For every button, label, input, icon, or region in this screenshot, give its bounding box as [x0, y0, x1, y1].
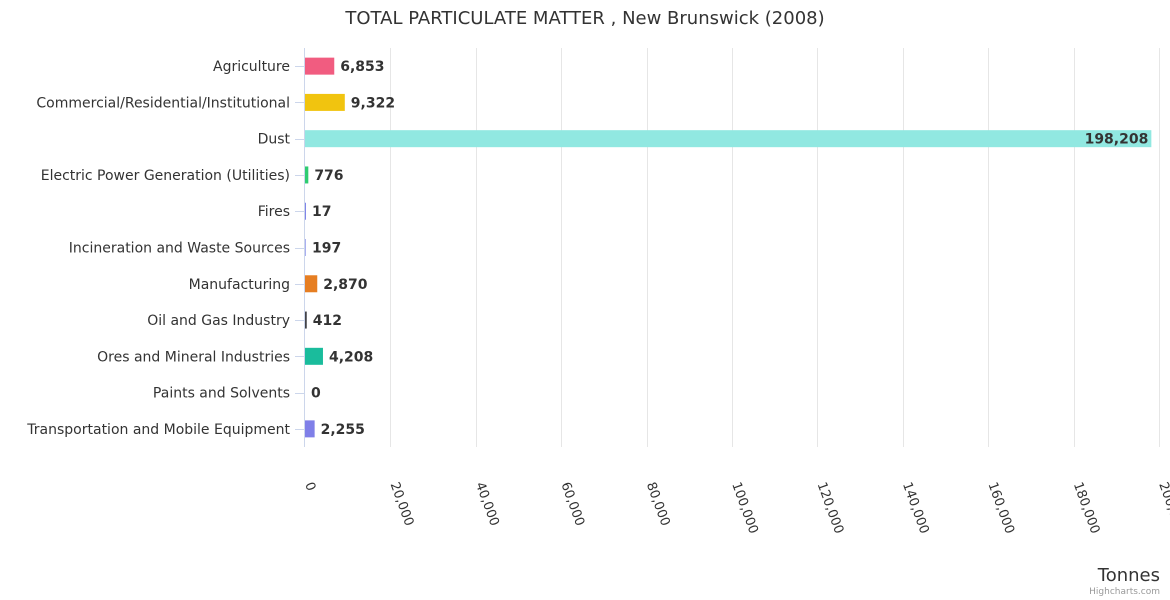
- x-tick-label: 60,000: [557, 480, 587, 528]
- bar[interactable]: [305, 130, 1152, 148]
- x-tick-label: 160,000: [984, 480, 1016, 536]
- data-labels: 6,853 9,322 198,208 776 17 197 2,870 412 4,208 0 2…: [311, 59, 1148, 438]
- category-label: Transportation and Mobile Equipment: [26, 422, 290, 438]
- data-label: 4,208: [329, 349, 373, 365]
- data-label: 17: [312, 204, 331, 220]
- x-axis-title: Tonnes: [1097, 565, 1160, 586]
- bar[interactable]: [305, 311, 307, 329]
- category-label: Agriculture: [213, 59, 290, 75]
- data-label: 9,322: [351, 95, 395, 111]
- x-tick-label: 180,000: [1070, 480, 1102, 536]
- data-label: 0: [311, 386, 321, 402]
- category-label: Electric Power Generation (Utilities): [41, 168, 290, 184]
- category-label: Fires: [258, 204, 290, 220]
- bar[interactable]: [305, 347, 323, 365]
- bar[interactable]: [305, 275, 318, 293]
- category-label: Paints and Solvents: [153, 386, 290, 402]
- data-label: 776: [314, 168, 343, 184]
- bar[interactable]: [305, 166, 309, 184]
- bar[interactable]: [305, 420, 315, 438]
- x-tick-label: 20,000: [387, 480, 417, 528]
- x-tick-label: 0: [301, 480, 318, 493]
- category-label: Dust: [258, 132, 291, 148]
- bar[interactable]: [305, 57, 335, 75]
- x-tick-label: 200,000: [1155, 480, 1170, 536]
- grid-lines: [295, 48, 1160, 447]
- bar[interactable]: [305, 93, 345, 111]
- chart-title: TOTAL PARTICULATE MATTER , New Brunswick…: [344, 8, 824, 29]
- data-label: 197: [312, 241, 341, 257]
- data-label: 2,255: [321, 422, 365, 438]
- x-tick-label: 120,000: [814, 480, 846, 536]
- x-tick-label: 80,000: [643, 480, 673, 528]
- x-tick-label: 140,000: [899, 480, 931, 536]
- x-tick-label: 100,000: [728, 480, 760, 536]
- category-label: Commercial/Residential/Institutional: [36, 95, 290, 111]
- category-label: Incineration and Waste Sources: [69, 241, 290, 257]
- bars: [305, 57, 1152, 438]
- category-label: Ores and Mineral Industries: [97, 349, 290, 365]
- category-label: Oil and Gas Industry: [147, 313, 290, 329]
- bar[interactable]: [305, 202, 306, 220]
- credits-link[interactable]: Highcharts.com: [1089, 587, 1160, 597]
- data-label: 2,870: [323, 277, 368, 293]
- category-label: Manufacturing: [189, 277, 290, 293]
- bar[interactable]: [305, 239, 306, 256]
- x-tick-label: 40,000: [472, 480, 502, 528]
- category-labels: Agriculture Commercial/Residential/Instit…: [26, 59, 290, 438]
- x-axis-tick-labels: 0 20,000 40,000 60,000 80,000 100,000 120,000 1…: [301, 480, 1170, 536]
- data-label: 412: [313, 313, 342, 329]
- data-label: 6,853: [340, 59, 384, 75]
- data-label: 198,208: [1085, 132, 1149, 148]
